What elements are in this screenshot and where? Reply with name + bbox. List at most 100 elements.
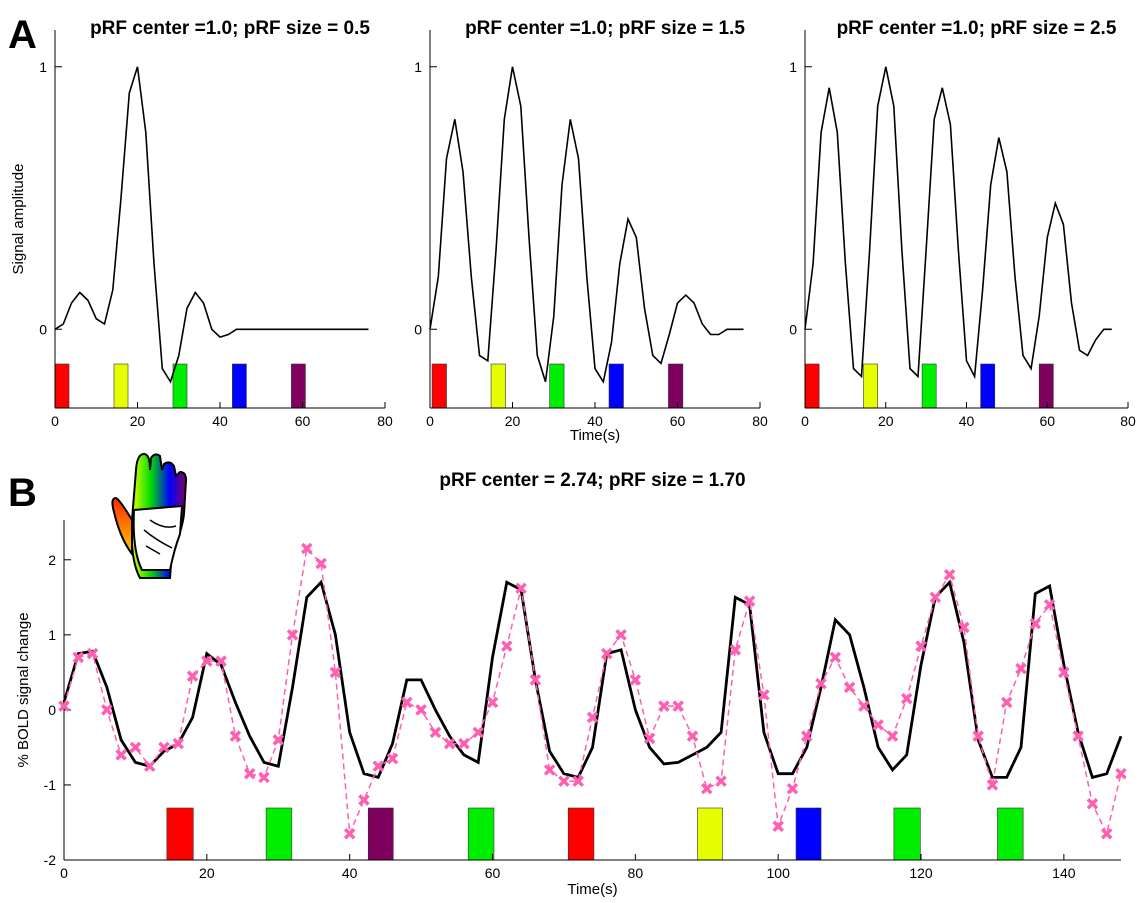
stimulus-block [431,363,447,409]
y-tick-label: 1 [48,627,56,643]
x-tick-label: 100 [767,865,791,881]
data-marker [743,595,756,607]
data-marker [843,681,856,694]
y-tick-label: 0 [48,702,56,718]
data-marker [115,749,127,761]
stimulus-block [490,363,506,409]
data-marker [215,655,227,667]
chart-title: pRF center =1.0; pRF size = 1.5 [465,18,745,39]
x-tick-label: 20 [130,413,146,429]
data-marker [886,730,899,742]
x-tick-label: 80 [377,413,393,429]
stimulus-block [367,807,394,861]
data-marker [601,647,613,660]
data-marker [515,582,527,595]
data-marker [229,730,242,742]
data-marker [729,644,742,656]
x-tick-label: 40 [212,413,228,429]
data-marker [129,741,142,754]
stimulus-block [608,363,624,409]
chart-title: pRF center = 2.74; pRF size = 1.70 [439,470,745,491]
hand-icon [111,452,188,579]
x-axis-label: Time(s) [567,881,617,898]
data-marker [529,674,542,686]
data-marker [272,734,284,746]
stimulus-block [697,807,723,861]
panel-label: B [8,471,37,515]
data-marker [486,696,499,709]
stimulus-block [265,807,293,861]
data-marker [586,711,599,724]
data-marker [372,760,384,772]
y-tick-label: 2 [48,552,56,568]
data-marker [1000,696,1013,709]
stimulus-block [668,363,684,409]
data-marker [172,737,185,750]
x-tick-label: 140 [1052,865,1076,881]
data-marker [929,591,942,604]
stimulus-block [113,363,129,409]
data-marker [201,655,213,667]
data-marker [901,692,913,705]
series-line [804,66,1112,380]
x-tick-label: 0 [60,865,68,881]
data-marker [86,647,99,660]
data-marker [315,557,327,570]
data-marker [243,767,256,780]
data-marker [72,651,85,664]
stimulus-block [467,807,495,861]
x-tick-label: 80 [1120,413,1136,429]
data-marker [615,629,627,641]
series-line [54,66,369,384]
data-marker [401,696,413,709]
data-marker [329,666,342,679]
data-marker [686,730,699,742]
data-marker [158,741,170,754]
stimulus-block [172,363,188,409]
data-marker [1043,599,1056,611]
x-tick-label: 60 [295,413,311,429]
y-tick-label: 1 [39,59,47,75]
y-tick-label: 1 [789,59,797,75]
data-marker [986,779,999,791]
series-line [62,579,1123,780]
data-marker [558,775,570,787]
data-marker [801,730,813,742]
x-tick-label: 40 [587,413,603,429]
stimulus-block [997,807,1024,861]
data-marker [415,704,427,716]
stimulus-block [980,363,996,409]
data-marker [701,782,713,795]
data-marker [672,700,684,712]
data-marker [101,704,113,716]
data-marker [715,775,727,787]
x-tick-label: 80 [752,413,768,429]
x-tick-label: 20 [505,413,521,429]
chart-title: pRF center =1.0; pRF size = 0.5 [90,18,370,39]
data-marker [443,737,456,750]
stimulus-block [549,363,565,409]
data-marker [658,700,670,712]
series-line [429,66,744,384]
data-marker [643,732,656,745]
data-marker [258,771,270,784]
data-marker [943,569,956,581]
chart-title: pRF center =1.0; pRF size = 2.5 [837,18,1117,39]
data-marker [429,726,442,739]
data-marker [829,651,842,664]
data-marker [1015,662,1027,675]
y-axis-label: % BOLD signal change [15,612,32,767]
stimulus-block [166,807,194,861]
y-tick-label: -2 [44,852,57,868]
data-marker [472,726,484,739]
data-marker [501,640,513,652]
y-tick-label: 0 [789,321,797,337]
x-tick-label: 0 [51,413,59,429]
stimulus-block [795,807,822,861]
x-tick-label: 0 [801,413,809,429]
x-tick-label: 80 [628,865,644,881]
data-marker [1058,666,1070,679]
stimulus-block [232,363,247,409]
data-marker [815,677,827,690]
